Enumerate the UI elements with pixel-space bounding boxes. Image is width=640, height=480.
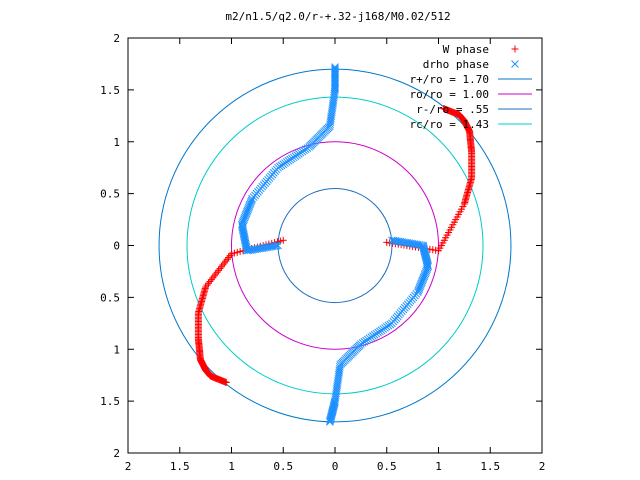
y-tick-label: 2 (113, 32, 120, 45)
data-point (326, 415, 335, 424)
chart-title: m2/n1.5/q2.0/r-+.32-j168/M0.02/512 (225, 10, 450, 23)
x-tick-label: 0.5 (273, 460, 293, 473)
data-point (331, 63, 339, 71)
data-point (331, 64, 339, 73)
y-tick-label: 1.5 (100, 395, 120, 408)
series-w-phase (194, 105, 476, 386)
data-point (279, 236, 287, 244)
legend-label: r+/ro = 1.70 (410, 73, 489, 86)
y-tick-label: 0.5 (100, 188, 120, 201)
legend-label: r-/ro = .55 (416, 103, 489, 116)
data-point (222, 378, 230, 386)
legend-marker (511, 60, 519, 68)
legend-label: ro/ro = 1.00 (410, 88, 489, 101)
x-tick-label: 1.5 (480, 460, 500, 473)
data-point (233, 248, 241, 256)
data-point (230, 249, 238, 257)
x-tick-label: 0 (332, 460, 339, 473)
y-tick-label: 1.5 (100, 84, 120, 97)
y-tick-label: 1 (113, 136, 120, 149)
legend-label: W phase (443, 43, 489, 56)
y-tick-label: 0 (113, 240, 120, 253)
data-point (326, 416, 334, 425)
legend-marker (511, 45, 519, 53)
x-tick-label: 1.5 (170, 460, 190, 473)
series-drho-phase (237, 63, 433, 426)
y-tick-label: 2 (113, 447, 120, 460)
y-tick-label: 1 (113, 343, 120, 356)
data-point (440, 105, 448, 113)
legend: W phase drho phase r+/ro = 1.70 ro/ro = 1.0… (410, 43, 532, 131)
legend-label: rc/ro = 1.43 (410, 118, 489, 131)
circle-r-ro-55 (277, 187, 393, 304)
data-series (194, 63, 476, 426)
data-point (331, 65, 339, 74)
axis-ticks: 2 1.5 1 0.5 0 0.5 1 1.5 221.510.500.511.52 (100, 32, 545, 473)
data-point (331, 67, 339, 75)
x-tick-label: 0.5 (377, 460, 397, 473)
x-tick-label: 1 (228, 460, 235, 473)
data-point (236, 248, 244, 256)
data-point (325, 418, 334, 426)
x-tick-label: 2 (539, 460, 546, 473)
x-tick-label: 2 (125, 460, 132, 473)
x-tick-label: 1 (435, 460, 442, 473)
legend-label: drho phase (423, 58, 489, 71)
y-tick-label: 0.5 (100, 291, 120, 304)
